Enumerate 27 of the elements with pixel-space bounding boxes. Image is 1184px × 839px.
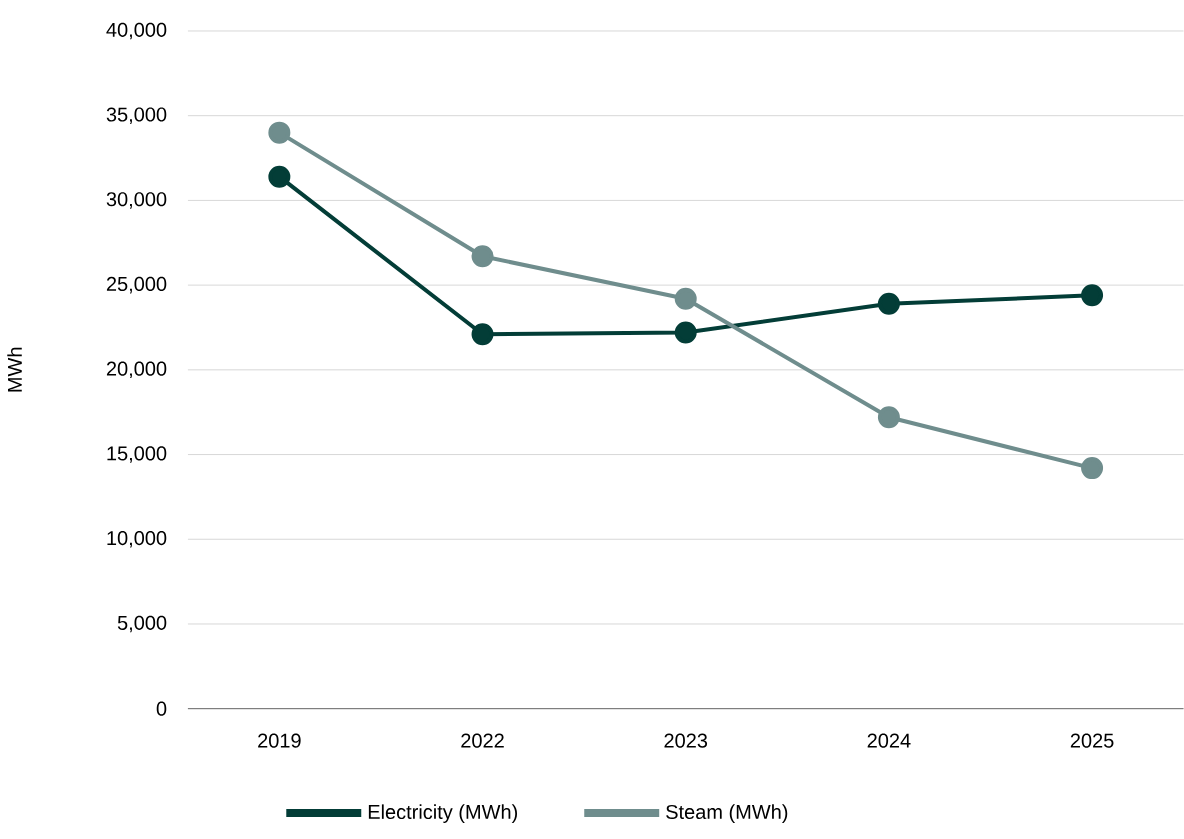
y-tick-label: 40,000 [106, 22, 167, 40]
y-tick-label: 15,000 [107, 446, 167, 463]
point [877, 406, 900, 429]
point [268, 121, 291, 144]
y-axis-title: MWh [7, 347, 22, 392]
legend-label: Steam (MWh) [666, 804, 788, 824]
point [471, 245, 494, 268]
point [1081, 284, 1104, 307]
x-tick-label: 2024 [867, 733, 911, 748]
point [674, 287, 697, 310]
point [471, 323, 494, 346]
x-tick-label: 2022 [461, 733, 504, 748]
y-tick-label: 5,000 [117, 615, 167, 633]
y-tick-label: 25,000 [106, 277, 167, 294]
point [1081, 457, 1104, 480]
y-tick-label: 10,000 [107, 531, 167, 548]
y-tick-label: 0 [156, 701, 167, 716]
x-tick-label: 2025 [1070, 733, 1114, 748]
y-tick-label: 35,000 [106, 107, 167, 125]
point [674, 321, 697, 344]
y-tick-label: 30,000 [106, 192, 167, 209]
legend-label: Electricity (MWh) [368, 804, 518, 824]
y-tick-label: 20,000 [106, 361, 167, 379]
x-tick-label: 2019 [258, 733, 301, 748]
point [268, 165, 291, 188]
x-tick-label: 2023 [664, 733, 708, 748]
point [877, 292, 900, 315]
